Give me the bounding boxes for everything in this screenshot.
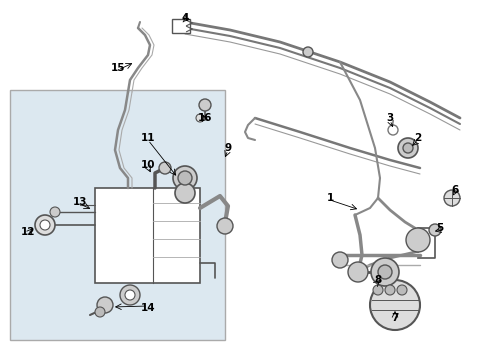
Circle shape	[398, 138, 418, 158]
Circle shape	[159, 162, 171, 174]
Circle shape	[403, 143, 413, 153]
Text: 2: 2	[415, 133, 421, 143]
Bar	[172, 19, 190, 33]
Circle shape	[406, 228, 430, 252]
Circle shape	[429, 224, 441, 236]
Bar	[10, 90, 225, 340]
Text: 8: 8	[374, 275, 382, 285]
Circle shape	[199, 99, 211, 111]
Circle shape	[378, 265, 392, 279]
Circle shape	[303, 47, 313, 57]
Text: 9: 9	[224, 143, 232, 153]
Circle shape	[332, 252, 348, 268]
Circle shape	[385, 285, 395, 295]
Text: 3: 3	[387, 113, 393, 123]
Text: 14: 14	[141, 303, 155, 313]
Circle shape	[175, 183, 195, 203]
Circle shape	[348, 262, 368, 282]
Text: 13: 13	[73, 197, 87, 207]
Circle shape	[40, 220, 50, 230]
Text: 5: 5	[437, 223, 443, 233]
Circle shape	[397, 285, 407, 295]
Text: 16: 16	[198, 113, 212, 123]
Text: 6: 6	[451, 185, 459, 195]
Text: 12: 12	[21, 227, 35, 237]
Circle shape	[97, 297, 113, 313]
Text: 10: 10	[141, 160, 155, 170]
Circle shape	[371, 258, 399, 286]
Text: 11: 11	[141, 133, 155, 143]
Circle shape	[173, 166, 197, 190]
Circle shape	[178, 171, 192, 185]
Circle shape	[373, 285, 383, 295]
Circle shape	[196, 114, 204, 122]
Text: 7: 7	[392, 313, 399, 323]
Circle shape	[217, 218, 233, 234]
Circle shape	[120, 285, 140, 305]
Circle shape	[370, 280, 420, 330]
Bar	[95, 188, 200, 283]
Circle shape	[35, 215, 55, 235]
Circle shape	[125, 290, 135, 300]
Circle shape	[95, 307, 105, 317]
Circle shape	[444, 190, 460, 206]
Text: 4: 4	[181, 13, 189, 23]
Text: 1: 1	[326, 193, 334, 203]
Circle shape	[388, 125, 398, 135]
Text: 15: 15	[111, 63, 125, 73]
Circle shape	[50, 207, 60, 217]
